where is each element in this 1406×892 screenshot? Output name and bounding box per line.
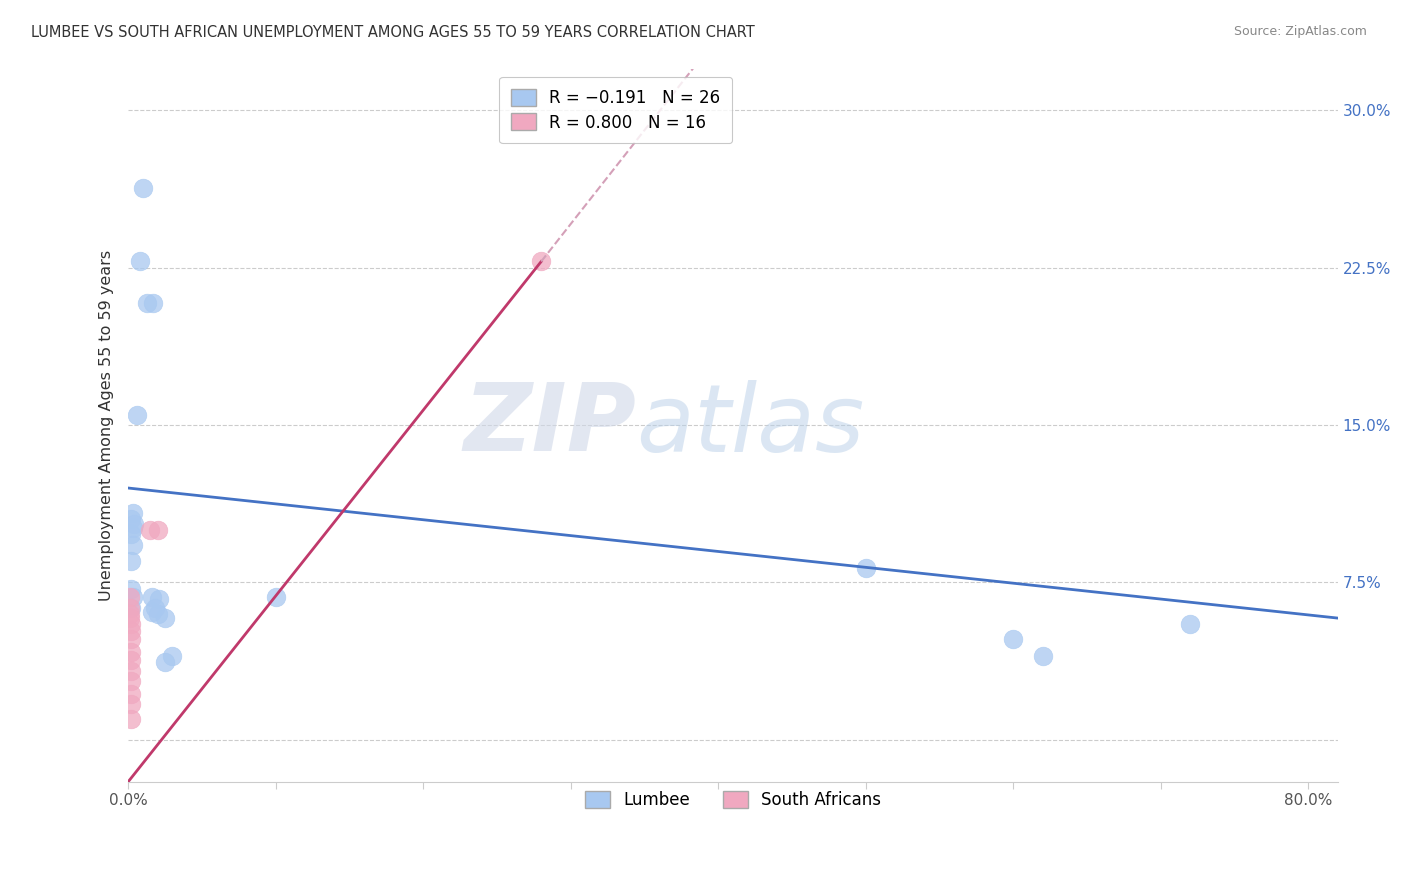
Point [120, 645, 142, 659]
Point [120, 712, 142, 726]
Point [153, 655, 176, 669]
Point [136, 296, 159, 310]
Point [121, 506, 143, 520]
Point [122, 516, 145, 531]
Point [120, 600, 142, 615]
Y-axis label: Unemployment Among Ages 55 to 59 years: Unemployment Among Ages 55 to 59 years [100, 250, 114, 600]
Point [121, 590, 143, 604]
Point [264, 590, 287, 604]
Text: LUMBEE VS SOUTH AFRICAN UNEMPLOYMENT AMONG AGES 55 TO 59 YEARS CORRELATION CHART: LUMBEE VS SOUTH AFRICAN UNEMPLOYMENT AMO… [31, 25, 755, 40]
Text: Source: ZipAtlas.com: Source: ZipAtlas.com [1233, 25, 1367, 38]
Point [855, 560, 877, 574]
Point [118, 607, 141, 621]
Point [118, 590, 141, 604]
Point [120, 617, 142, 632]
Point [1032, 648, 1054, 663]
Point [162, 648, 184, 663]
Point [141, 605, 163, 619]
Point [142, 296, 165, 310]
Point [1002, 632, 1025, 646]
Point [120, 582, 142, 596]
Point [148, 592, 170, 607]
Text: atlas: atlas [636, 380, 865, 471]
Legend: Lumbee, South Africans: Lumbee, South Africans [578, 785, 889, 816]
Text: ZIP: ZIP [464, 379, 636, 471]
Point [121, 538, 143, 552]
Point [129, 254, 152, 268]
Point [1178, 617, 1201, 632]
Point [120, 697, 142, 711]
Point [530, 254, 553, 268]
Point [120, 624, 142, 638]
Point [120, 687, 142, 701]
Point [120, 527, 142, 541]
Point [120, 673, 142, 688]
Point [143, 600, 166, 615]
Point [118, 600, 141, 615]
Point [118, 611, 141, 625]
Point [120, 512, 142, 526]
Point [127, 408, 149, 422]
Point [146, 523, 169, 537]
Point [146, 607, 169, 621]
Point [120, 653, 142, 667]
Point [153, 611, 176, 625]
Point [120, 554, 142, 568]
Point [132, 181, 155, 195]
Point [120, 632, 142, 646]
Point [139, 523, 162, 537]
Point [120, 664, 142, 678]
Point [141, 590, 163, 604]
Point [121, 521, 143, 535]
